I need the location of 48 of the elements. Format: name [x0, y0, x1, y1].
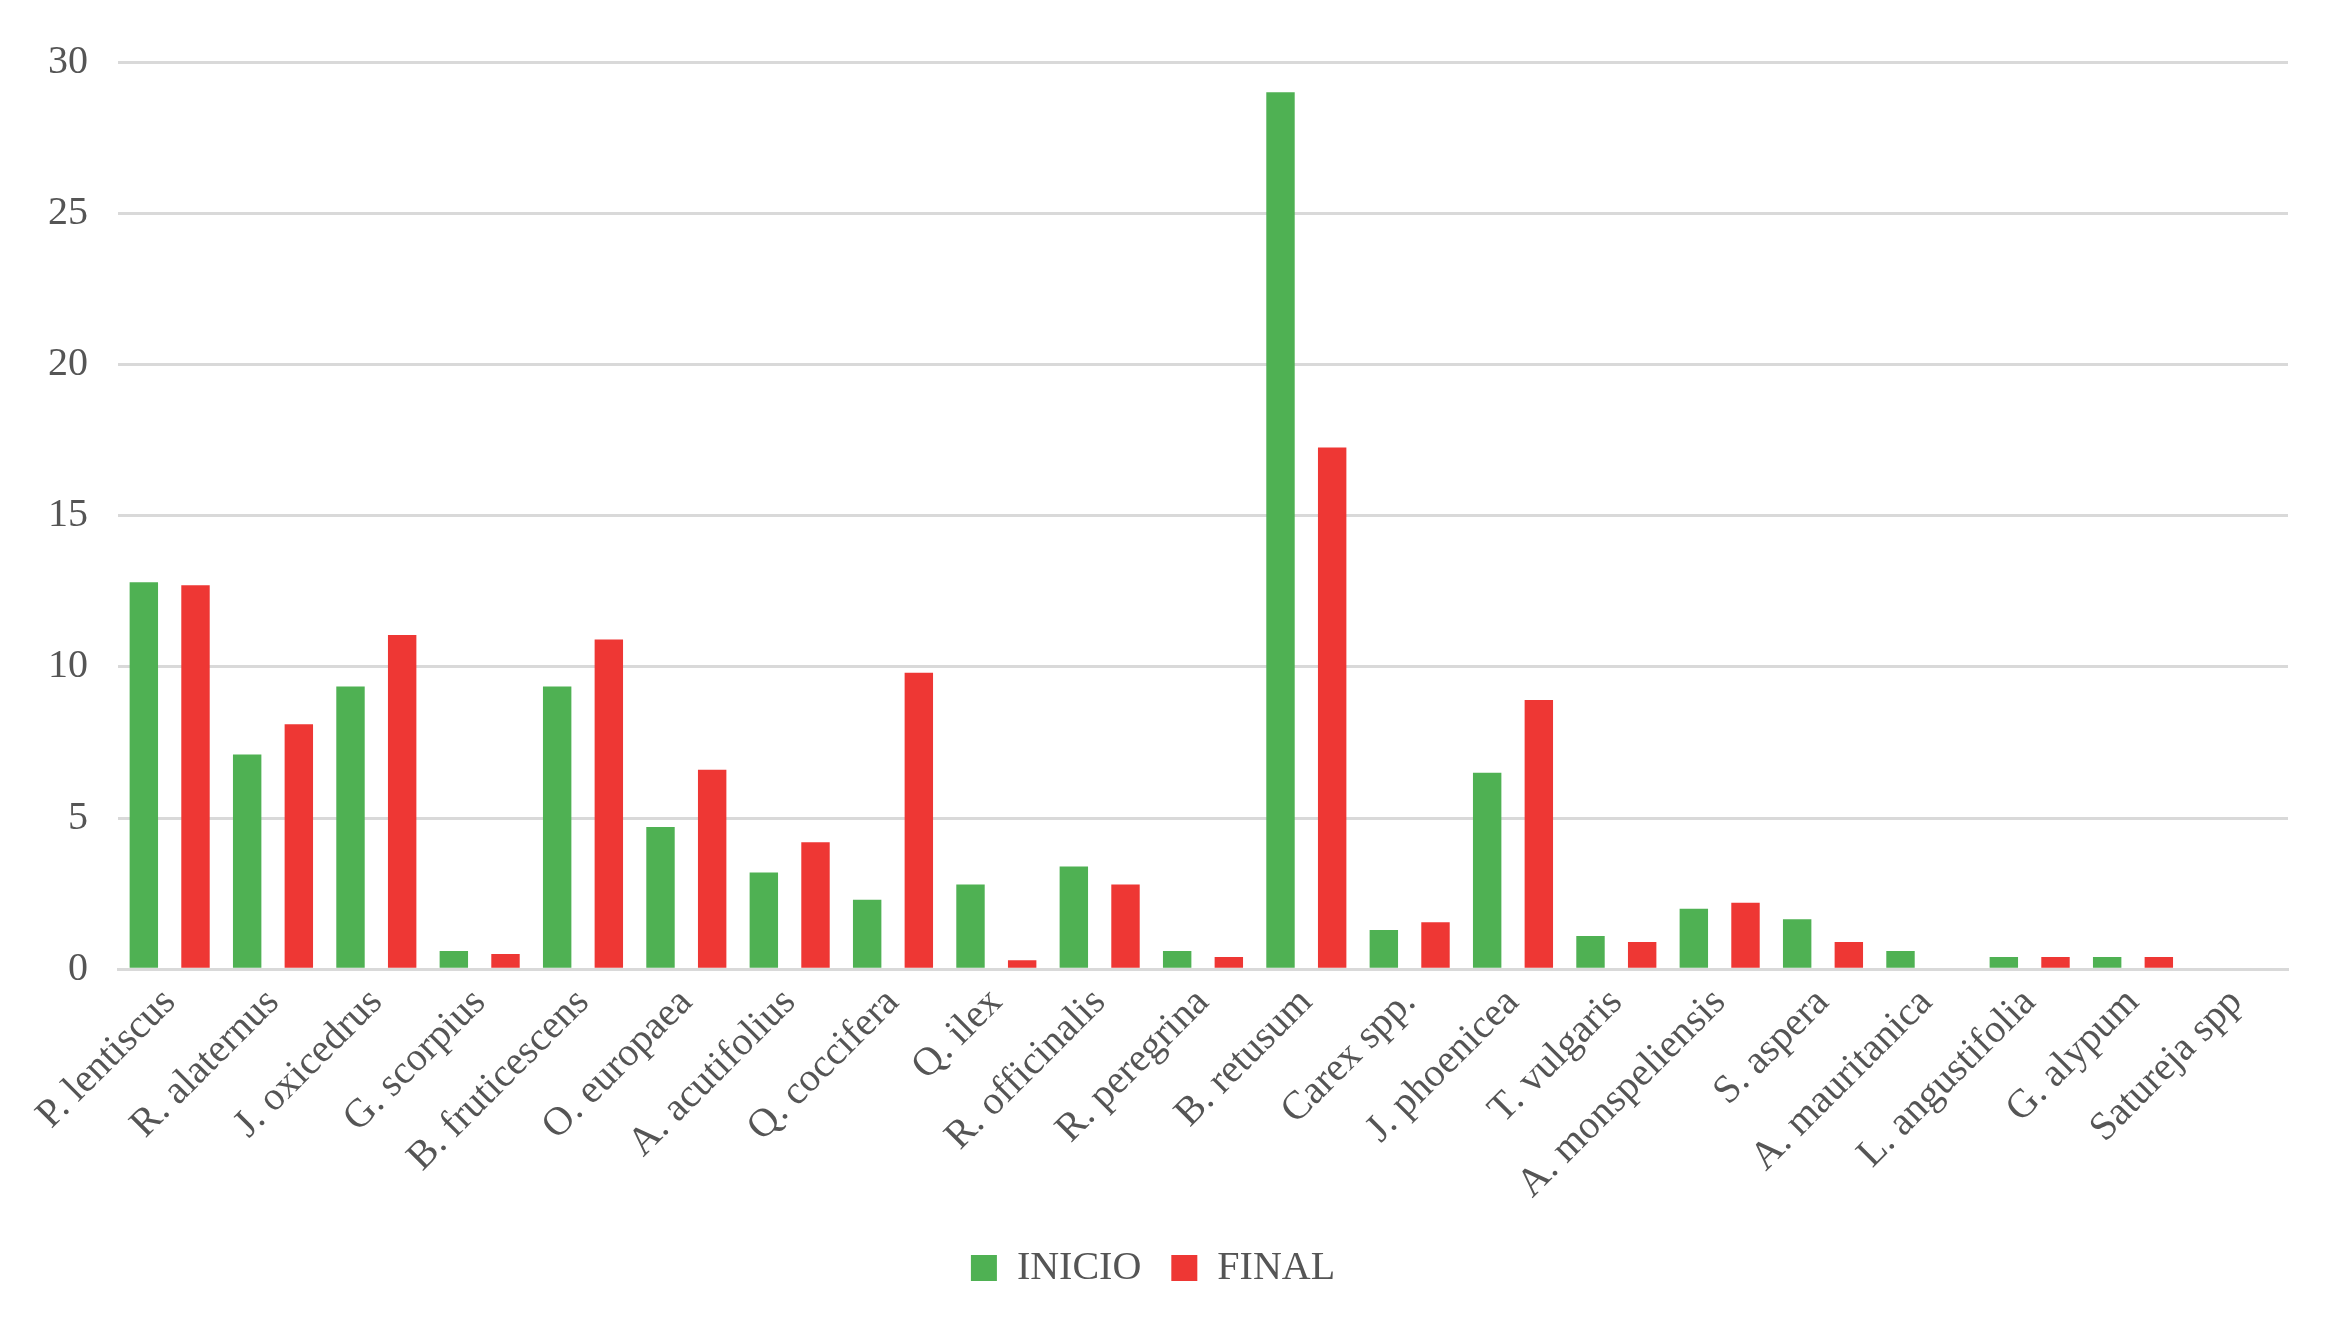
bar: [439, 951, 469, 968]
bar: [491, 954, 520, 968]
y-tick-label: 20: [48, 338, 88, 384]
bar: [594, 639, 624, 968]
bar: [904, 672, 934, 968]
bar: [1369, 929, 1399, 968]
bar: [181, 585, 210, 968]
bar: [852, 899, 882, 968]
legend-label: FINAL: [1217, 1242, 1336, 1288]
bar: [697, 769, 727, 968]
bar: [1834, 942, 1864, 968]
bar: [1627, 942, 1657, 968]
bar: [1886, 951, 1915, 968]
bar: [2092, 957, 2122, 968]
y-tick-label: 25: [48, 187, 88, 233]
bar: [1472, 772, 1502, 968]
bar: [336, 686, 365, 968]
bar: [1989, 957, 2019, 968]
bar: [1266, 92, 1295, 968]
bar: [646, 827, 675, 968]
y-tick-label: 5: [68, 792, 88, 838]
bar: [801, 842, 830, 968]
bar: [2041, 957, 2070, 968]
bar: [956, 884, 985, 968]
bar: [542, 686, 572, 968]
bar: [1421, 922, 1450, 968]
bar: [1059, 866, 1089, 968]
bar: [129, 582, 159, 968]
y-tick-label: 15: [48, 490, 88, 536]
bar: [1524, 700, 1554, 968]
bar: [1111, 884, 1140, 968]
y-tick-label: 30: [48, 36, 88, 82]
bar: [1679, 908, 1709, 968]
bar: [387, 635, 417, 968]
bar: [1731, 902, 1760, 968]
bar: [1317, 447, 1347, 968]
legend-label: INICIO: [1016, 1242, 1142, 1288]
bar: [749, 872, 779, 968]
bar: [284, 724, 314, 968]
y-tick-label: 0: [68, 943, 88, 989]
bar: [232, 754, 262, 968]
bar: [1782, 919, 1812, 968]
bar: [1214, 957, 1244, 968]
bar: [1576, 935, 1605, 968]
bar: [1007, 960, 1037, 968]
bar: [1162, 951, 1192, 968]
bar: [2144, 957, 2174, 968]
y-tick-label: 10: [48, 641, 88, 687]
